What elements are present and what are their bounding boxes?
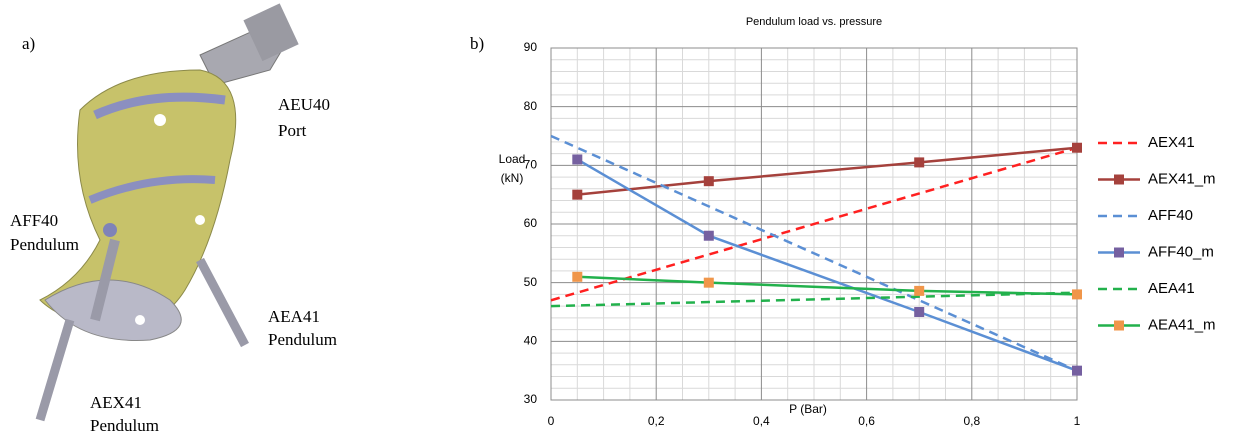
marker bbox=[914, 307, 924, 317]
x-tick-label: 0,2 bbox=[648, 414, 665, 428]
marker bbox=[1072, 289, 1082, 299]
canvas: a) b) AEU40 Port AFF40 Pendulum AEA41 Pe… bbox=[0, 0, 1239, 434]
legend-label: AEA41 bbox=[1148, 280, 1195, 297]
marker bbox=[572, 190, 582, 200]
y-tick-label: 80 bbox=[524, 99, 538, 113]
marker bbox=[704, 231, 714, 241]
legend-marker bbox=[1114, 175, 1124, 185]
x-tick-label: 0 bbox=[548, 414, 555, 428]
y-tick-label: 30 bbox=[524, 392, 538, 406]
chart-title: Pendulum load vs. pressure bbox=[746, 16, 882, 28]
image-label: Port bbox=[278, 121, 307, 140]
legend-marker bbox=[1114, 248, 1124, 258]
image-label: AEU40 bbox=[278, 95, 330, 114]
x-tick-label: 0,6 bbox=[858, 414, 875, 428]
legend-label: AEX41 bbox=[1148, 134, 1195, 151]
image-label: AEX41 bbox=[90, 393, 142, 412]
legend-marker bbox=[1114, 321, 1124, 331]
image-label: AFF40 bbox=[10, 211, 58, 230]
panel-label: a) bbox=[22, 34, 35, 53]
x-tick-label: 1 bbox=[1074, 414, 1081, 428]
marker bbox=[572, 272, 582, 282]
y-tick-label: 90 bbox=[524, 40, 538, 54]
image-label: Pendulum bbox=[90, 416, 159, 434]
x-axis-label: P (Bar) bbox=[789, 402, 827, 416]
image-label: Pendulum bbox=[10, 235, 79, 254]
x-tick-label: 0,8 bbox=[963, 414, 980, 428]
marker bbox=[1072, 143, 1082, 153]
marker bbox=[572, 154, 582, 164]
marker bbox=[914, 157, 924, 167]
marker bbox=[1072, 366, 1082, 376]
y-tick-label: 60 bbox=[524, 216, 538, 230]
illustration bbox=[40, 3, 299, 420]
marker bbox=[914, 286, 924, 296]
series-line bbox=[577, 159, 1077, 370]
legend-label: AFF40 bbox=[1148, 207, 1193, 224]
marker bbox=[704, 176, 714, 186]
image-label: Pendulum bbox=[268, 330, 337, 349]
legend-label: AFF40_m bbox=[1148, 243, 1214, 260]
x-tick-label: 0,4 bbox=[753, 414, 770, 428]
legend-label: AEA41_m bbox=[1148, 316, 1216, 333]
figure: a) b) AEU40 Port AFF40 Pendulum AEA41 Pe… bbox=[0, 0, 1239, 434]
series-line bbox=[577, 148, 1077, 195]
marker bbox=[704, 278, 714, 288]
image-label: AEA41 bbox=[268, 307, 320, 326]
y-axis-label: Load (kN) bbox=[492, 150, 532, 188]
legend-label: AEX41_m bbox=[1148, 170, 1216, 187]
panel-label: b) bbox=[470, 34, 484, 53]
y-tick-label: 50 bbox=[524, 275, 538, 289]
y-tick-label: 40 bbox=[524, 334, 538, 348]
